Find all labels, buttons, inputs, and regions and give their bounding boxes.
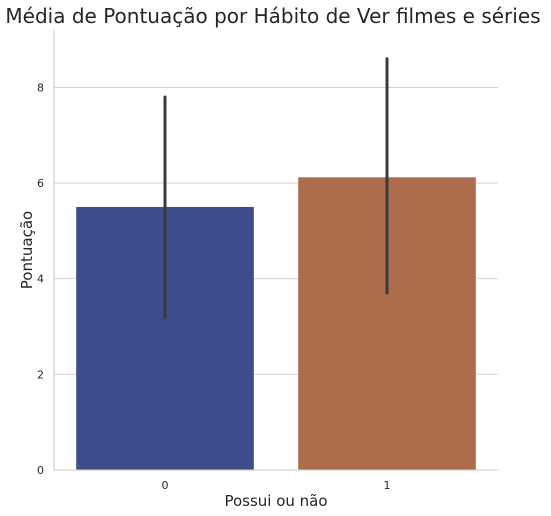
error-bars — [163, 57, 389, 319]
x-axis-label: Possui ou não — [224, 492, 327, 510]
y-tick-labels: 0 2 4 6 8 — [37, 81, 44, 477]
y-tick-label: 0 — [37, 464, 44, 477]
y-tick-label: 6 — [37, 177, 44, 190]
y-tick-label: 2 — [37, 368, 44, 381]
x-tick-label: 0 — [162, 479, 169, 492]
y-axis-label: Pontuação — [18, 211, 36, 289]
y-tick-label: 8 — [37, 81, 44, 94]
bars — [76, 177, 476, 470]
chart-title: Média de Pontuação por Hábito de Ver fil… — [5, 4, 540, 28]
x-tick-label: 1 — [384, 479, 391, 492]
y-tick-label: 4 — [37, 273, 44, 286]
